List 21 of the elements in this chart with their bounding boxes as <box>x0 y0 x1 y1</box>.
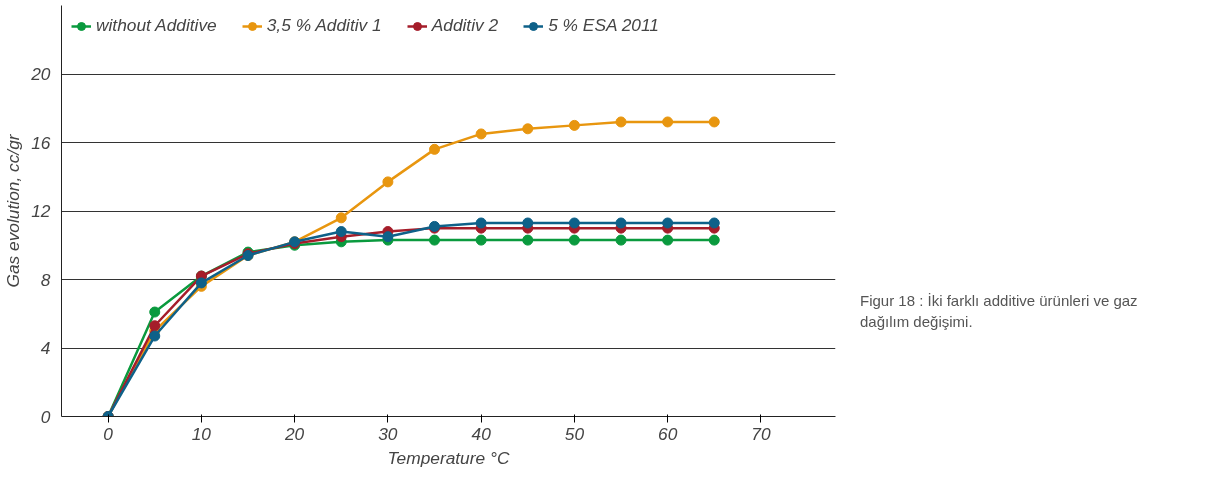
y-tick-label: 0 <box>40 406 51 427</box>
legend-label: without Additive <box>96 15 217 36</box>
text: Figur 18 : İki farklı additive ürünleri ve gaz dağılım değişimi. <box>860 291 1139 333</box>
x-tick-label: 60 <box>658 423 678 444</box>
y-tick-label: 16 <box>31 132 51 153</box>
legend-label: 5 % ESA 2011 <box>548 15 659 36</box>
x-tick-label: 40 <box>471 423 492 444</box>
x-tick-label: 0 <box>103 423 114 444</box>
y-axis-title: Gas evolution, cc/gr <box>3 133 24 288</box>
x-tick-label: 10 <box>191 423 212 444</box>
legend-label: 3,5 % Additiv 1 <box>266 15 382 36</box>
x-tick-label: 30 <box>378 423 398 444</box>
x-tick-label: 50 <box>564 423 585 444</box>
legend-label: Additiv 2 <box>431 15 499 36</box>
y-tick-label: 4 <box>40 338 51 358</box>
y-tick-label: 12 <box>31 201 51 221</box>
x-tick-label: 20 <box>284 423 305 444</box>
x-axis-title: Temperature °C <box>387 447 510 468</box>
y-tick-label: 20 <box>30 64 51 84</box>
x-tick-label: 70 <box>751 423 771 444</box>
y-tick-label: 8 <box>40 269 51 290</box>
